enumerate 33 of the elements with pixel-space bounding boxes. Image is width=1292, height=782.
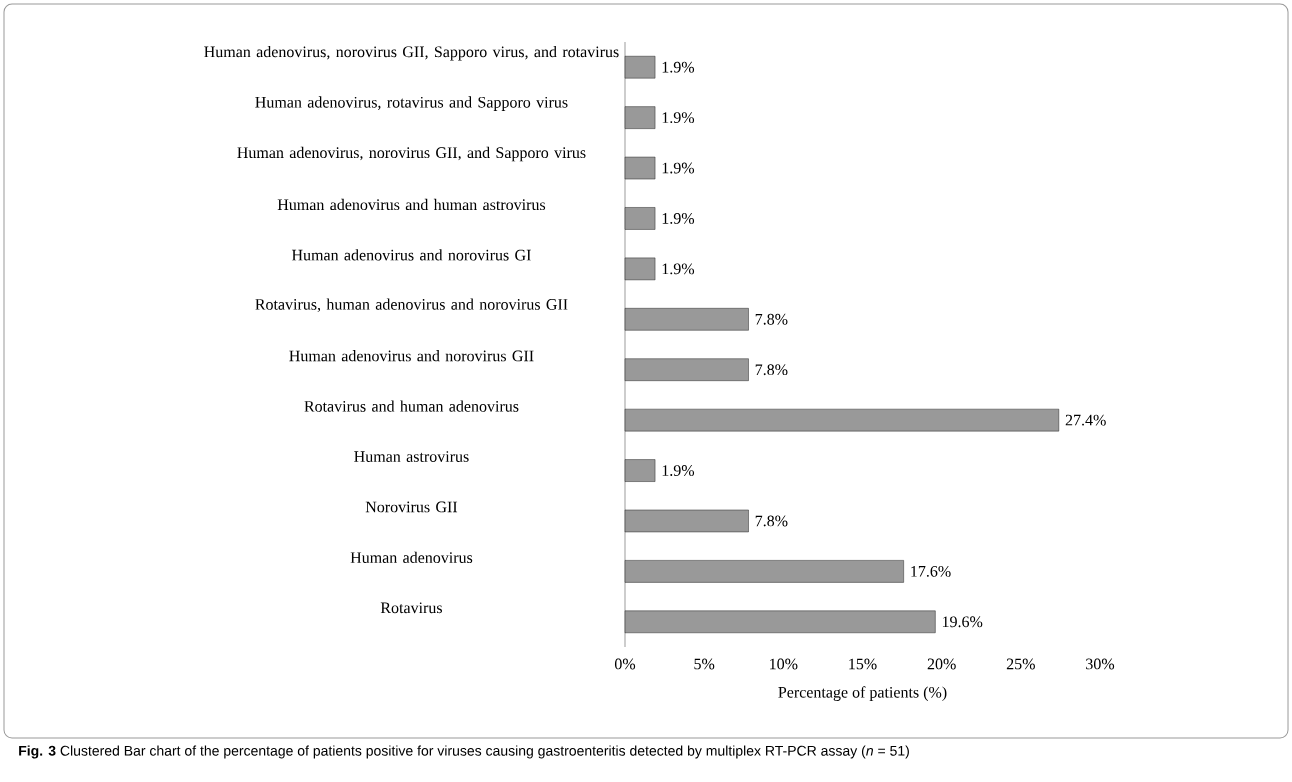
data-label: 1.9% bbox=[662, 112, 695, 124]
x-tick-label: 15% bbox=[849, 658, 877, 670]
y-tick-label: Human astrovirus bbox=[354, 451, 469, 462]
y-tick-label: Human adenovirus, norovirus GII, Sapporo virus, and rotavirus bbox=[204, 45, 619, 61]
x-tick-label: 20% bbox=[927, 658, 956, 670]
x-tick-label: 10% bbox=[770, 658, 798, 670]
y-tick-label: Human adenovirus bbox=[350, 551, 473, 564]
data-label: 1.9% bbox=[662, 465, 695, 476]
data-label: 7.8% bbox=[755, 515, 788, 527]
x-axis-title: Percentage of patients (%) bbox=[778, 686, 947, 701]
y-tick-label: Rotavirus, human adenovirus and norovirus GII bbox=[255, 298, 568, 313]
x-tick-label: 5% bbox=[694, 658, 715, 670]
y-tick-label: Human adenovirus and norovirus GI bbox=[291, 249, 531, 261]
x-tick-label: 0% bbox=[614, 658, 636, 670]
y-tick-label: Norovirus GII bbox=[365, 501, 458, 513]
x-tick-label: 25% bbox=[1006, 658, 1035, 670]
y-tick-label: Human adenovirus, rotavirus and Sapporo virus bbox=[255, 96, 568, 111]
data-label: 7.8% bbox=[755, 364, 788, 376]
y-tick-label: Human adenovirus and human astrovirus bbox=[277, 198, 546, 211]
data-label: 7.8% bbox=[755, 313, 788, 325]
y-tick-label: Human adenovirus and norovirus GII bbox=[289, 350, 534, 362]
data-label: 27.4% bbox=[1065, 414, 1106, 426]
data-label: 1.9% bbox=[662, 61, 695, 73]
y-tick-label: Human adenovirus, norovirus GII, and Sapporo virus bbox=[237, 146, 586, 162]
y-tick-label: Rotavirus bbox=[380, 602, 442, 614]
data-label: 1.9% bbox=[662, 162, 695, 174]
text: Fig. 3 Clustered Bar chart of the percentage of patients positive for viruses causing gastroenteritis detected by multiplex RT-PCR assay (n = 51) bbox=[19, 745, 909, 759]
x-tick-label: 30% bbox=[1086, 658, 1115, 670]
data-label: 17.6% bbox=[911, 565, 951, 577]
data-label: 19.6% bbox=[942, 616, 983, 628]
data-label: 1.9% bbox=[662, 213, 695, 224]
y-tick-label: Rotavirus and human adenovirus bbox=[304, 400, 519, 412]
data-label: 1.9% bbox=[662, 263, 695, 275]
